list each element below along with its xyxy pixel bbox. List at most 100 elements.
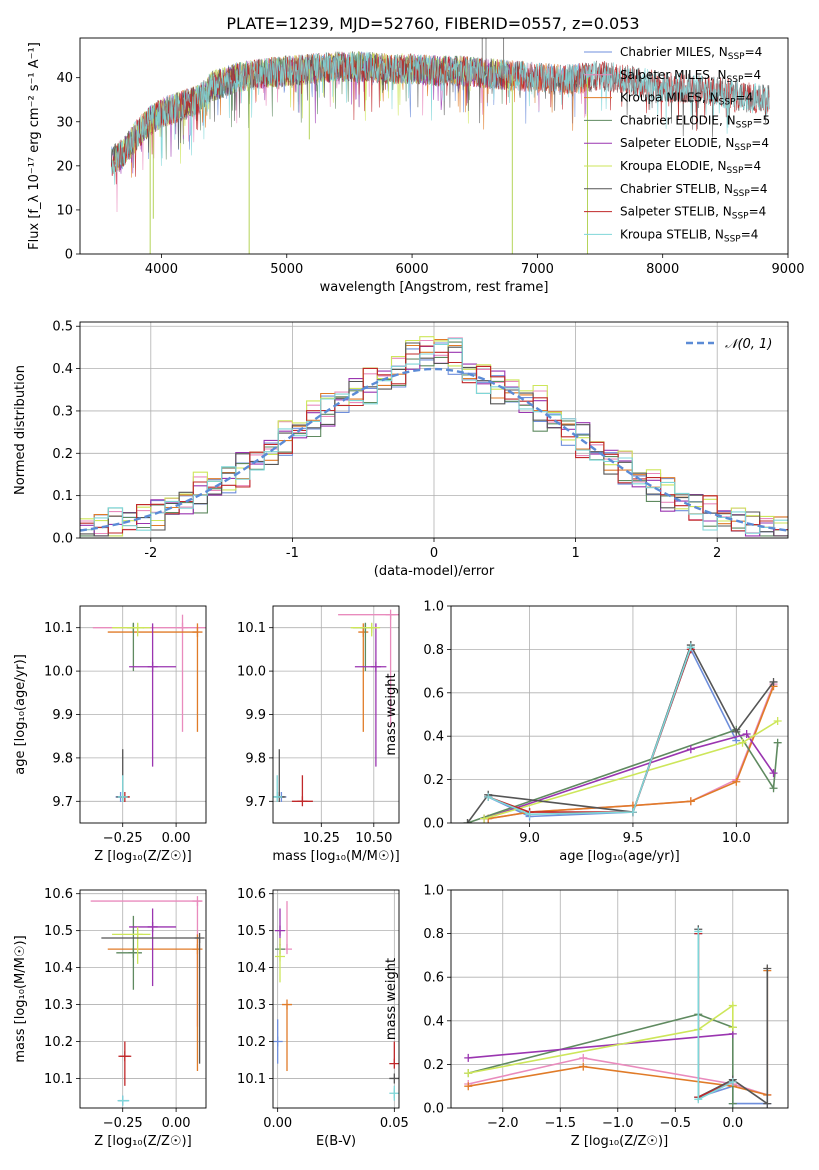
y-tick-label: 9.9 <box>52 708 73 723</box>
point-salpeter-elodie <box>147 661 158 672</box>
marker-kroupa-stelib <box>525 810 534 819</box>
axes-frame <box>450 605 789 824</box>
plot-area <box>464 925 772 1108</box>
marker-salpeter-elodie <box>742 730 751 739</box>
x-axis-label: Z [log₁₀(Z/Z☉)] <box>94 849 191 864</box>
axes-frame <box>450 889 789 1109</box>
marker-kroupa-elodie <box>728 1023 737 1032</box>
marker-chabrier-stelib <box>769 677 778 686</box>
y-tick-label: 0.4 <box>52 362 73 377</box>
y-tick-label: 0.1 <box>52 489 73 504</box>
panel-residuals: -2 -1 0 1 2 0.0 0.1 0.2 0.3 0.4 0.5 (data-model)/er… <box>13 320 789 579</box>
marker-kroupa-stelib <box>686 643 695 652</box>
legend-label-text: Chabrier MILES, N <box>620 45 728 59</box>
plot-area <box>463 641 782 823</box>
y-tick-label: 0.2 <box>423 773 444 788</box>
legend-label-sub: SSP <box>719 98 736 108</box>
marker-kroupa-stelib <box>628 808 637 817</box>
point-salpeter-elodie <box>370 661 381 672</box>
y-tick-label: 10.0 <box>44 665 73 680</box>
point-salpeter-miles <box>177 622 188 633</box>
x-tick-label: −0.25 <box>103 1116 143 1131</box>
line-chabrier-elodie <box>468 1013 734 1104</box>
x-tick-label: 9000 <box>771 262 804 277</box>
y-axis-label: Normed distribution <box>13 365 28 495</box>
x-tick-label: 4000 <box>145 262 178 277</box>
y-tick-label: 0.8 <box>423 643 444 658</box>
x-tick-label: 8000 <box>646 262 679 277</box>
legend-label-sub: SSP <box>727 166 744 176</box>
y-tick-label: 10.6 <box>44 887 73 902</box>
point-kroupa-stelib <box>389 1088 399 1099</box>
marker-kroupa-stelib <box>694 1095 703 1104</box>
axes-frame <box>79 605 207 824</box>
marker-chabrier-elodie <box>769 784 778 793</box>
y-tick-label: 10.4 <box>237 961 266 976</box>
axes-frame <box>272 889 400 1109</box>
y-tick-label: 0.8 <box>423 927 444 942</box>
legend-label-suffix: =4 <box>750 182 768 196</box>
line-kroupa-stelib <box>487 646 692 816</box>
axes-frame <box>79 889 207 1109</box>
x-tick-label: 2 <box>713 546 721 561</box>
y-axis-label: Flux [f_λ 10⁻¹⁷ erg cm⁻² s⁻¹ A⁻¹] <box>27 42 42 250</box>
legend-label-suffix: =5 <box>752 113 770 127</box>
line-chabrier-elodie <box>467 728 779 823</box>
marker-kroupa-elodie <box>728 1001 737 1010</box>
x-axis-label: E(B-V) <box>316 1134 356 1149</box>
x-tick-label: 0.00 <box>162 831 191 846</box>
y-tick-label: 10.2 <box>237 1035 266 1050</box>
point-kroupa-miles <box>358 627 369 638</box>
x-axis-label: (data-model)/error <box>374 564 495 579</box>
x-tick-label: 10.0 <box>722 831 751 846</box>
marker-salpeter-elodie <box>686 745 695 754</box>
x-tick-label: −0.5 <box>659 1116 691 1131</box>
legend-label-suffix: =4 <box>743 68 761 82</box>
y-tick-label: 0.2 <box>52 447 73 462</box>
y-tick-label: 9.7 <box>52 795 73 810</box>
legend-label-text: Kroupa MILES, N <box>620 91 719 105</box>
legend-label-text: Salpeter MILES, N <box>620 68 727 82</box>
x-tick-label: 9.5 <box>623 831 644 846</box>
panel-weight-vs-Z: −2.0 −1.5 −1.0 −0.5 0.0 0.0 0.2 0.4 0.6 0.8 1.0 Z [… <box>384 884 789 1149</box>
y-tick-label: 0.5 <box>52 320 73 335</box>
y-tick-label: 0.0 <box>52 532 73 547</box>
x-tick-label: −1.5 <box>544 1116 576 1131</box>
legend-label-sub: SSP <box>736 120 753 130</box>
point-chabrier-miles <box>273 1036 283 1047</box>
marker-salpeter-elodie <box>464 1053 473 1062</box>
line-salpeter-miles <box>468 1057 768 1096</box>
x-tick-label: 9.0 <box>519 831 540 846</box>
y-tick-label: 0.4 <box>423 1014 444 1029</box>
panel-mass-vs-EBV: 0.00 0.05 10.1 10.2 10.3 10.4 10.5 10.6 E(B-V) <box>237 887 409 1149</box>
x-axis-label: mass [log₁₀(M/M☉)] <box>272 849 399 864</box>
x-axis-label: wavelength [Angstrom, rest frame] <box>320 280 549 295</box>
marker-kroupa-miles <box>579 1062 588 1071</box>
point-kroupa-miles <box>192 627 203 638</box>
panel-weight-vs-age: 9.0 9.5 10.0 0.0 0.2 0.4 0.6 0.8 1.0 age [log₁₀(a… <box>384 600 789 864</box>
y-tick-label: 1.0 <box>423 884 444 899</box>
y-tick-label: 10.0 <box>237 665 266 680</box>
y-tick-label: 10.1 <box>44 621 73 636</box>
marker-chabrier-miles <box>732 736 741 745</box>
y-tick-label: 0.0 <box>423 1102 444 1117</box>
x-tick-label: 10.25 <box>303 831 340 846</box>
axes-frame <box>79 321 789 539</box>
legend-label-chabrier-stelib: Chabrier STELIB, NSSP=4 <box>620 182 768 199</box>
legend-label-sub: SSP <box>724 234 741 244</box>
marker-kroupa-stelib <box>694 927 703 936</box>
y-tick-label: 0.6 <box>423 686 444 701</box>
y-tick-label: 9.7 <box>245 795 266 810</box>
legend-label-normal: 𝒩(0, 1) <box>725 337 772 352</box>
marker-kroupa-elodie <box>738 738 747 747</box>
x-axis-label: Z [log₁₀(Z/Z☉)] <box>571 1134 668 1149</box>
legend-label-text: Kroupa STELIB, N <box>620 227 724 241</box>
y-tick-label: 10.3 <box>44 998 73 1013</box>
legend-label-text: Salpeter ELODIE, N <box>620 136 734 150</box>
y-tick-label: 0.0 <box>423 817 444 832</box>
y-tick-label: 0.4 <box>423 730 444 745</box>
y-tick-label: 10.2 <box>44 1035 73 1050</box>
figure-title: PLATE=1239, MJD=52760, FIBERID=0557, z=0… <box>226 14 639 33</box>
point-chabrier-elodie <box>128 947 139 958</box>
